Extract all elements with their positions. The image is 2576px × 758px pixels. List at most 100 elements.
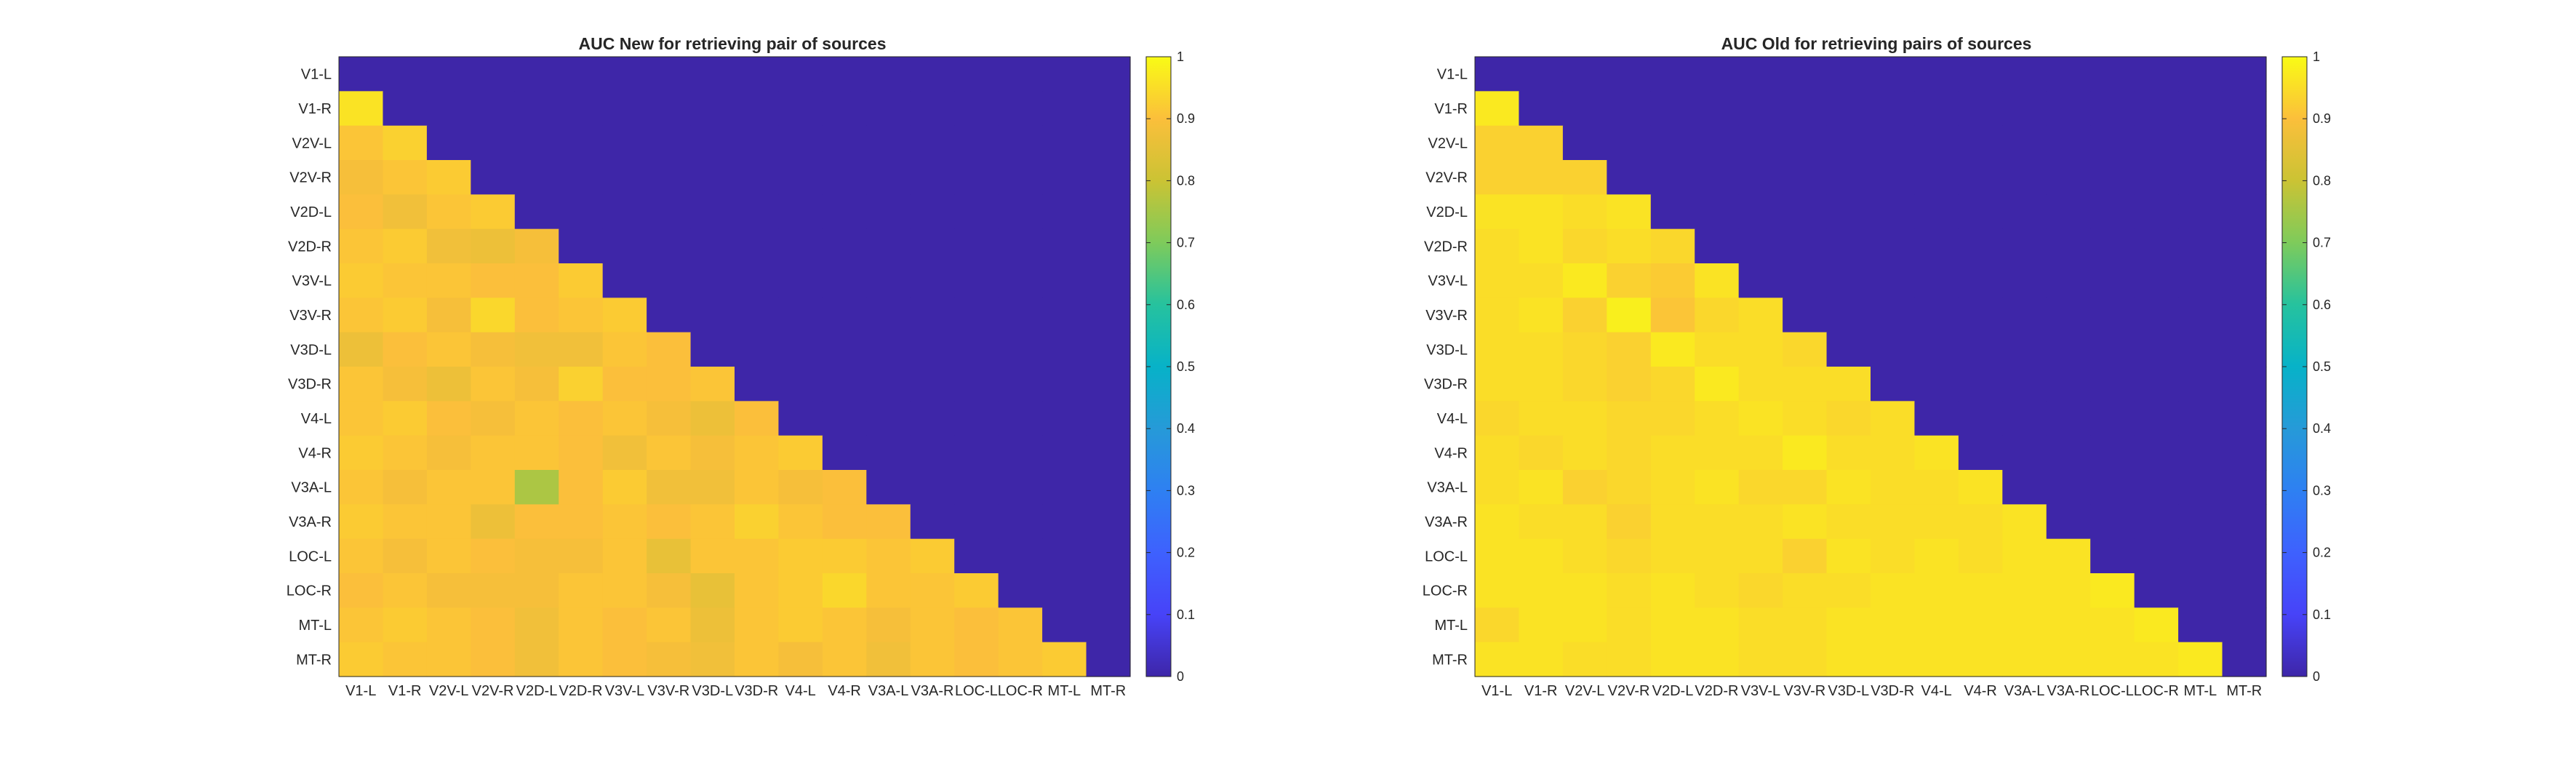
heatmap-cell [998, 435, 1043, 471]
heatmap-cell [1871, 125, 1916, 161]
heatmap-cell [1738, 367, 1783, 402]
heatmap-cell [514, 538, 559, 574]
heatmap-cell [1475, 470, 1520, 505]
heatmap-cell [383, 298, 428, 333]
heatmap-cell [1783, 642, 1828, 677]
heatmap-cell [1695, 573, 1740, 608]
heatmap-cell [954, 160, 999, 195]
heatmap-cell [778, 607, 823, 643]
x-tick-label: V2V-L [1565, 683, 1604, 699]
heatmap-cell [1475, 538, 1520, 574]
heatmap-cell [602, 228, 647, 264]
x-tick-label: V3D-L [692, 683, 733, 699]
heatmap-cell [1475, 125, 1520, 161]
heatmap-cell [822, 504, 867, 540]
heatmap-cell [1695, 125, 1740, 161]
heatmap-cell [1738, 228, 1783, 264]
heatmap-cell [735, 607, 780, 643]
heatmap-cell [1914, 298, 1959, 333]
heatmap-cell [383, 367, 428, 402]
heatmap-cell [559, 194, 604, 230]
heatmap-cell [1783, 194, 1828, 230]
heatmap-cell [1519, 538, 1564, 574]
heatmap-cell [690, 160, 735, 195]
heatmap-cell [559, 332, 604, 367]
heatmap-cell [1519, 435, 1564, 471]
heatmap-cell [954, 607, 999, 643]
heatmap-cell [1826, 470, 1871, 505]
colorbar-tick-label: 0.2 [2313, 546, 2331, 560]
heatmap-cell [2090, 57, 2135, 92]
x-tick-label: LOC-L [2091, 683, 2134, 699]
heatmap-cell [1695, 470, 1740, 505]
y-tick-label: LOC-L [289, 548, 332, 564]
heatmap-cell [2046, 263, 2091, 298]
heatmap-cell [1871, 91, 1916, 127]
heatmap-cell [778, 125, 823, 161]
heatmap-cell [2178, 91, 2223, 127]
heatmap-cell [1783, 228, 1828, 264]
heatmap-cell [778, 538, 823, 574]
heatmap-cell [1042, 160, 1087, 195]
heatmap-cell [998, 607, 1043, 643]
x-tick-label: V2D-R [1695, 683, 1738, 699]
x-tick-label: V3V-R [1783, 683, 1825, 699]
heatmap-cell [1519, 573, 1564, 608]
heatmap-cell [1695, 332, 1740, 367]
heatmap-cell [1914, 401, 1959, 436]
heatmap-cell [2002, 228, 2047, 264]
heatmap-cell [690, 607, 735, 643]
heatmap-cell [1475, 298, 1520, 333]
heatmap-cell [998, 504, 1043, 540]
heatmap-cell [2002, 263, 2047, 298]
heatmap-cell [822, 435, 867, 471]
heatmap-cell [1914, 57, 1959, 92]
x-tick-label: V3A-L [868, 683, 909, 699]
heatmap-cell [1519, 332, 1564, 367]
heatmap-cell [602, 538, 647, 574]
heatmap-cell [1086, 160, 1131, 195]
heatmap-cell [1562, 538, 1607, 574]
heatmap-cell [647, 435, 692, 471]
heatmap-cell [1475, 504, 1520, 540]
heatmap-cell [910, 298, 955, 333]
heatmap-cell [998, 470, 1043, 505]
heatmap-cell [1086, 504, 1131, 540]
heatmap-cell [866, 538, 911, 574]
heatmap-cell [1562, 125, 1607, 161]
heatmap-cell [1783, 367, 1828, 402]
heatmap-cell [647, 332, 692, 367]
heatmap-cell [778, 160, 823, 195]
heatmap-cell [1650, 401, 1695, 436]
heatmap-cell [866, 367, 911, 402]
heatmap-cell [866, 435, 911, 471]
y-tick-label: V3V-L [292, 274, 332, 290]
heatmap-cell [735, 125, 780, 161]
y-tick-label: V3V-L [1428, 274, 1468, 290]
heatmap-cell [1519, 91, 1564, 127]
heatmap-cell [2002, 642, 2047, 677]
heatmap-cell [1826, 538, 1871, 574]
heatmap-cell [1826, 263, 1871, 298]
heatmap-cell [1519, 263, 1564, 298]
heatmap-cell [1695, 642, 1740, 677]
heatmap-cell [2178, 298, 2223, 333]
heatmap-cell [1607, 125, 1652, 161]
heatmap-cell [426, 263, 471, 298]
y-tick-label: V3A-L [291, 480, 332, 496]
heatmap-cell [954, 504, 999, 540]
heatmap-cell [822, 125, 867, 161]
heatmap-cell [866, 504, 911, 540]
heatmap-cell [2178, 332, 2223, 367]
heatmap-cell [690, 228, 735, 264]
x-tick-label: V2D-L [1652, 683, 1694, 699]
heatmap-cell [1826, 91, 1871, 127]
heatmap-cell [2046, 401, 2091, 436]
heatmap-cell [1042, 332, 1087, 367]
heatmap-cell [1607, 194, 1652, 230]
heatmap-cell [2178, 435, 2223, 471]
heatmap-cell [1783, 401, 1828, 436]
heatmap-cell [1475, 194, 1520, 230]
heatmap-cell [866, 607, 911, 643]
x-tick-label: V3D-R [735, 683, 778, 699]
